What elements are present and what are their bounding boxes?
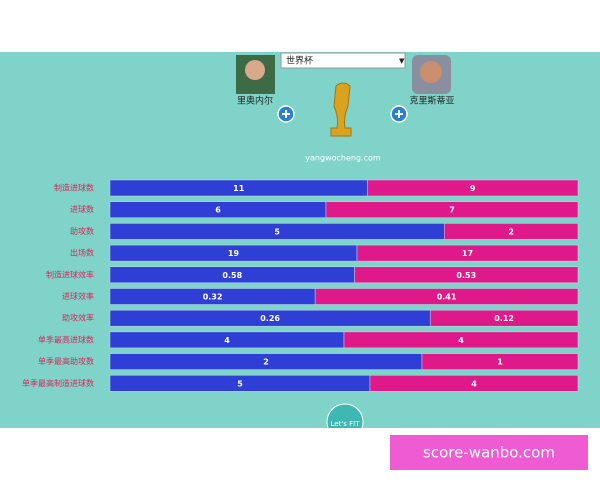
category-label: 单季最高制造进球数 <box>22 378 94 388</box>
chart: 制造进球数 11 9 进球数 6 7 助攻数 5 2 出场数 19 17 制造进球效率 0.58 0.53 进… <box>22 179 579 392</box>
value-label: 19 <box>228 249 240 258</box>
select[interactable] <box>280 52 406 69</box>
fit-button-text: Let's FIT <box>331 420 361 428</box>
right-face <box>420 61 442 83</box>
value-label: 2 <box>263 358 269 367</box>
bar-segment <box>314 288 579 305</box>
site: yangwocheng.com <box>305 154 381 163</box>
bar-segment <box>429 309 579 327</box>
value-label: 9 <box>470 184 476 193</box>
category-label: 助攻数 <box>70 226 94 236</box>
value-label: 4 <box>224 336 230 345</box>
value-label: 17 <box>462 249 473 258</box>
bar-segment <box>343 331 579 349</box>
value-label: 2 <box>508 227 514 236</box>
category-label: 进球效率 <box>62 291 94 301</box>
value-label: 4 <box>471 379 477 388</box>
trophy <box>330 82 352 137</box>
value-label: 5 <box>274 227 280 236</box>
left-face <box>245 60 265 80</box>
select-arrow: ▼ <box>399 57 405 65</box>
value-label: 0.53 <box>456 271 476 280</box>
category-label: 单季最高进球数 <box>38 334 94 344</box>
bar-segment <box>356 244 579 262</box>
watermark: score-wanbo.com <box>423 444 555 462</box>
right-name: 克里斯蒂亚 <box>409 95 454 107</box>
category-label: 单季最高助攻数 <box>38 356 94 366</box>
category-label: 进球数 <box>70 204 94 214</box>
bar-segment <box>325 201 579 218</box>
bar-segment <box>367 179 579 197</box>
value-label: 0.26 <box>260 314 280 323</box>
bar-segment <box>421 353 579 370</box>
value-label: 1 <box>497 358 503 367</box>
left-name: 里奥内尔 <box>237 95 273 107</box>
bar-segment <box>444 223 579 240</box>
panel <box>0 52 600 428</box>
add-left-icon <box>282 110 290 118</box>
add-right-icon <box>395 110 403 118</box>
value-label: 4 <box>458 336 464 345</box>
select-text: 世界杯 <box>286 55 313 67</box>
bar-segment <box>369 375 579 392</box>
value-label: 5 <box>237 379 243 388</box>
value-label: 7 <box>449 206 455 215</box>
value-label: 11 <box>233 184 245 193</box>
value-label: 0.12 <box>494 314 514 323</box>
value-label: 0.58 <box>222 271 242 280</box>
category-label: 制造进球数 <box>54 183 94 193</box>
value-label: 0.41 <box>437 293 457 302</box>
value-label: 0.32 <box>203 293 223 302</box>
category-label: 制造进球效率 <box>46 269 94 279</box>
value-label: 6 <box>215 206 221 215</box>
category-label: 出场数 <box>70 248 94 258</box>
watermark-box <box>390 435 588 470</box>
bar-segment <box>354 266 579 284</box>
category-label: 助攻效率 <box>62 313 94 323</box>
